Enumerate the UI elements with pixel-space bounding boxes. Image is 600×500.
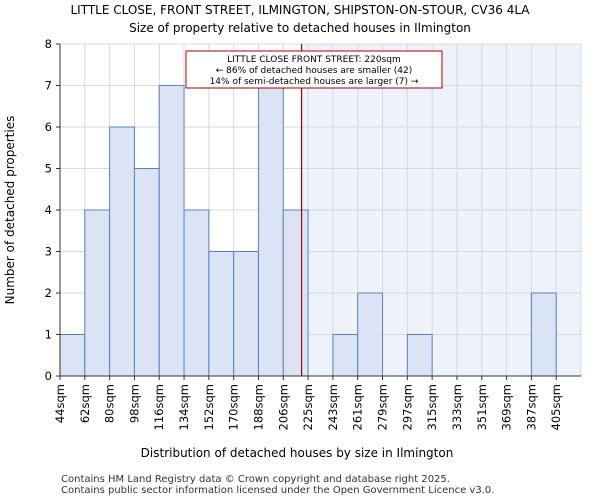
histogram-bar <box>109 126 135 377</box>
histogram-bar <box>257 85 284 377</box>
y-tick-label: 0 <box>45 369 52 383</box>
histogram-bar <box>208 251 235 377</box>
x-tick-label: 405sqm <box>549 384 563 430</box>
y-tick-label: 7 <box>45 79 52 93</box>
x-tick-label: 351sqm <box>475 384 489 430</box>
y-tick-label: 8 <box>45 37 52 51</box>
x-tick-label: 297sqm <box>400 384 414 430</box>
histogram-bar <box>59 334 86 377</box>
histogram-bar <box>332 334 359 377</box>
histogram-bar <box>233 251 259 377</box>
x-tick-label: 134sqm <box>177 384 191 430</box>
x-tick-label: 279sqm <box>376 384 390 430</box>
y-tick-label: 6 <box>45 120 52 134</box>
annotation-line-3: 14% of semi-detached houses are larger (… <box>210 77 419 87</box>
y-tick-label: 1 <box>45 328 52 342</box>
x-tick-label: 188sqm <box>251 384 265 430</box>
annotation-box <box>185 50 443 89</box>
x-tick-label: 315sqm <box>425 384 439 430</box>
x-tick-label: 333sqm <box>450 384 464 430</box>
x-tick-label: 80sqm <box>103 384 117 423</box>
y-axis-label: Number of detached properties <box>3 116 17 305</box>
histogram-bar <box>183 209 210 377</box>
x-tick-label: 206sqm <box>276 384 290 430</box>
x-tick-label: 261sqm <box>351 384 365 430</box>
x-tick-label: 225sqm <box>301 384 315 430</box>
x-tick-label: 152sqm <box>202 384 216 430</box>
x-axis-label: Distribution of detached houses by size … <box>141 446 454 460</box>
x-tick-label: 44sqm <box>53 384 67 423</box>
annotation-line-1: LITTLE CLOSE FRONT STREET: 220sqm <box>227 55 401 65</box>
x-tick-label: 170sqm <box>227 384 241 430</box>
footer-line-2: Contains public sector information licen… <box>61 485 495 496</box>
histogram-bar <box>357 292 384 377</box>
x-tick-label: 369sqm <box>500 384 514 430</box>
histogram-bar <box>530 292 557 377</box>
x-tick-label: 387sqm <box>524 384 538 430</box>
x-tick-label: 243sqm <box>326 384 340 430</box>
y-tick-label: 3 <box>45 245 52 259</box>
histogram-bar <box>133 168 160 377</box>
histogram-bar <box>406 334 433 377</box>
footer-line-1: Contains HM Land Registry data © Crown c… <box>61 474 450 485</box>
histogram-bar <box>84 209 111 377</box>
y-tick-label: 2 <box>45 286 52 300</box>
x-tick-label: 116sqm <box>152 384 166 430</box>
histogram-bar <box>158 85 185 377</box>
x-tick-label: 98sqm <box>127 384 141 423</box>
annotation-line-2: ← 86% of detached houses are smaller (42… <box>216 66 413 76</box>
y-tick-label: 5 <box>45 162 52 176</box>
x-tick-label: 62sqm <box>78 384 92 423</box>
y-tick-label: 4 <box>45 203 52 217</box>
chart-title: LITTLE CLOSE, FRONT STREET, ILMINGTON, S… <box>70 3 530 17</box>
chart-subtitle: Size of property relative to detached ho… <box>129 21 471 35</box>
histogram-bar <box>282 209 309 377</box>
